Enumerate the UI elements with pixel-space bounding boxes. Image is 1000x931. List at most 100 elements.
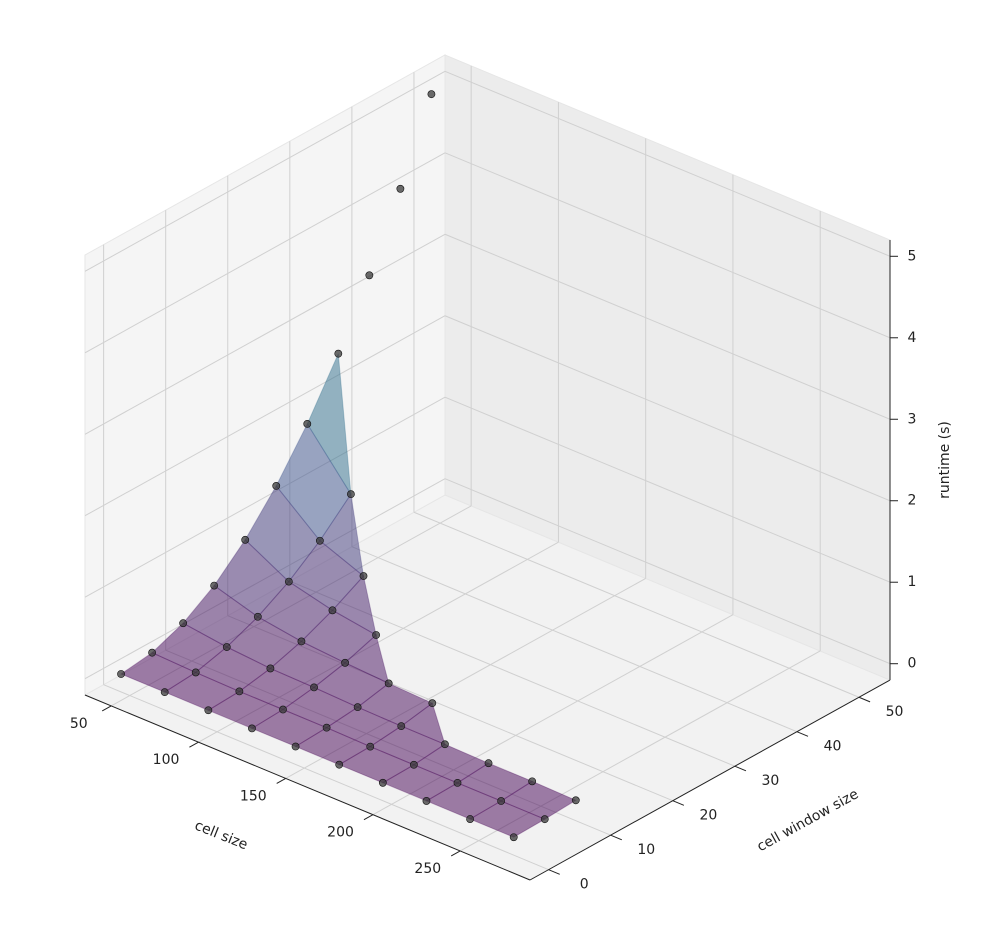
data-point [272,482,281,490]
data-point [384,679,393,688]
tick-mark [796,731,809,737]
x-tick-label: 100 [153,752,180,768]
data-point [422,797,431,805]
data-point [253,612,262,621]
data-point [291,742,300,751]
data-point [540,815,549,824]
z-tick-label: 4 [908,330,917,346]
data-point [365,271,374,280]
x-axis [84,694,531,881]
z-tick-label: 0 [908,656,917,672]
grid-line [444,233,891,420]
z-tick-label: 1 [908,574,917,590]
data-point [528,777,537,786]
data-point [266,664,275,673]
surface-facet [344,634,390,685]
data-point [341,658,349,667]
data-point [497,797,506,805]
data-point [310,683,318,692]
grid-line [444,478,891,665]
grid-line [84,233,446,435]
grid-line [84,315,446,517]
grid-line [103,684,549,871]
data-point [366,742,375,751]
data-point [359,572,368,580]
data-point [335,760,344,769]
data-point [322,723,331,732]
x-tick-label: 250 [414,861,441,877]
surface-facet [319,492,365,578]
data-point [441,740,449,749]
y-tick-label: 0 [580,876,589,892]
data-point [347,490,355,499]
data-point [248,724,256,733]
data-point [191,668,200,677]
data-point [235,687,244,696]
data-point [303,419,312,428]
data-point [453,778,462,787]
data-point [241,535,250,544]
grid-line [444,396,891,583]
y-tick-label: 20 [699,807,717,823]
tick-mark [610,834,623,841]
y-tick-label: 40 [824,739,842,755]
z-tick-label: 5 [908,248,917,264]
y-tick-label: 30 [762,773,780,789]
y-tick-label: 10 [637,842,655,858]
data-point [372,631,380,639]
data-point [160,688,169,697]
data-point [179,619,188,628]
tick-mark [734,765,747,772]
data-point [284,577,293,586]
tick-mark [672,800,685,806]
grid-line [84,70,446,272]
tick-mark [548,869,560,875]
tick-mark [189,741,199,748]
grid-line [444,70,891,257]
data-point [509,833,518,842]
tick-mark [101,705,112,712]
data-point [378,778,387,787]
data-point [409,760,418,769]
y-axis-label: cell window size [754,786,861,855]
data-point [396,184,405,193]
data-point [204,706,213,715]
z-tick-label: 2 [908,493,917,509]
grid-line [444,315,891,502]
tick-mark [450,850,461,857]
data-point [297,637,306,646]
x-tick-label: 50 [70,716,88,732]
y-tick-label: 50 [886,704,904,720]
data-point [353,703,362,712]
data-point [117,670,125,678]
x-axis-label: cell size [192,818,250,854]
data-point [210,581,219,590]
tick-mark [858,696,871,703]
data-point [222,643,231,651]
grid-line [413,511,860,698]
surface-facet [400,702,446,746]
grid-line [351,546,798,733]
grid-line [84,396,446,598]
data-point [397,722,406,731]
data-point [428,699,437,708]
data-point [427,90,436,99]
z-tick-label: 3 [908,411,917,427]
y-axis [529,679,891,881]
z-axis-label: runtime (s) [937,421,953,499]
x-tick-label: 150 [240,788,267,804]
grid-line [444,152,891,339]
data-point [571,796,580,805]
data-point [484,759,493,768]
data-point [328,606,337,615]
data-point [466,815,474,823]
grid-line [84,152,446,354]
tick-mark [276,777,286,784]
data-point [334,349,343,358]
x-tick-label: 200 [327,825,354,841]
tick-mark [363,814,374,821]
data-point [148,648,157,657]
data-point [315,536,324,545]
data-point [279,705,287,714]
